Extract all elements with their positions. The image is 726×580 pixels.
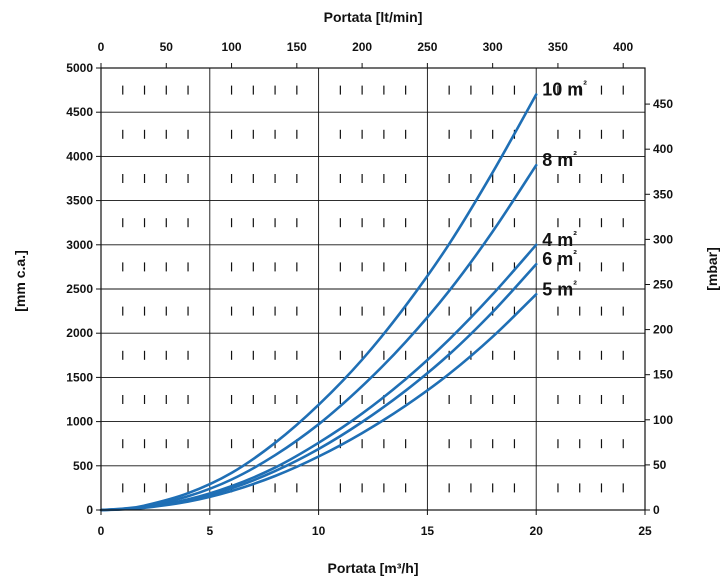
x2-tick-label: 350 xyxy=(548,40,568,54)
y-axis-title: [mm c.a.] xyxy=(12,250,28,311)
x-tick-label: 5 xyxy=(206,524,213,538)
y2-tick-label: 400 xyxy=(653,142,673,156)
x2-tick-label: 300 xyxy=(483,40,503,54)
x-axis-title: Portata [m³/h] xyxy=(328,560,419,576)
y2-tick-label: 300 xyxy=(653,232,673,246)
series-line xyxy=(99,293,538,512)
labels-layer: 0 5 10 15 20 250 50 100 150 200 250 300 350 400050010… xyxy=(66,40,673,538)
x2-tick-label: 100 xyxy=(222,40,242,54)
y-tick-label: 4000 xyxy=(66,149,93,163)
y2-tick-label: 0 xyxy=(653,503,660,517)
y-tick-label: 0 xyxy=(86,503,93,517)
y-tick-label: 3500 xyxy=(66,194,93,208)
y2-tick-label: 150 xyxy=(653,368,673,382)
x-tick-label: 20 xyxy=(530,524,544,538)
y-tick-label: 3000 xyxy=(66,238,93,252)
x2-tick-label: 0 xyxy=(98,40,105,54)
y-tick-label: 1500 xyxy=(66,370,93,384)
x2-axis-title: Portata [lt/min] xyxy=(324,9,423,25)
series-label: 5 m² xyxy=(542,279,577,299)
x2-tick-label: 150 xyxy=(287,40,307,54)
y-tick-label: 4500 xyxy=(66,105,93,119)
series-label: 6 m² xyxy=(542,249,577,269)
series-label: 4 m² xyxy=(542,230,577,250)
x2-tick-label: 250 xyxy=(417,40,437,54)
y2-axis-title: [mbar] xyxy=(704,247,720,291)
y-tick-label: 500 xyxy=(73,459,93,473)
x2-tick-label: 50 xyxy=(160,40,174,54)
y-tick-label: 5000 xyxy=(66,61,93,75)
ticks-layer xyxy=(96,63,650,515)
x2-tick-label: 400 xyxy=(613,40,633,54)
y2-tick-label: 450 xyxy=(653,97,673,111)
y-tick-label: 2500 xyxy=(66,282,93,296)
series-label: 8 m² xyxy=(542,150,577,170)
series-layer xyxy=(99,93,538,512)
x-tick-label: 25 xyxy=(638,524,652,538)
y2-tick-label: 100 xyxy=(653,413,673,427)
x2-tick-label: 200 xyxy=(352,40,372,54)
y2-tick-label: 250 xyxy=(653,277,673,291)
x-tick-label: 0 xyxy=(98,524,105,538)
series-label: 10 m² xyxy=(542,80,587,100)
y2-tick-label: 350 xyxy=(653,187,673,201)
y-tick-label: 2000 xyxy=(66,326,93,340)
y-tick-label: 1000 xyxy=(66,415,93,429)
y2-tick-label: 200 xyxy=(653,323,673,337)
y2-tick-label: 50 xyxy=(653,458,667,472)
x-tick-label: 10 xyxy=(312,524,326,538)
x-tick-label: 15 xyxy=(421,524,435,538)
